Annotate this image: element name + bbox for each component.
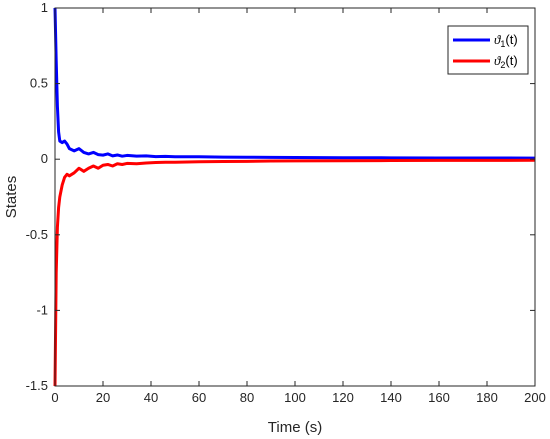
series-line-1 <box>53 7 536 160</box>
x-tick-label: 80 <box>240 390 254 405</box>
x-tick-label: 140 <box>380 390 402 405</box>
x-tick-label: 160 <box>428 390 450 405</box>
x-tick-label: 0 <box>51 390 58 405</box>
y-tick-label: 1 <box>41 0 48 15</box>
series-line-2 <box>53 158 536 387</box>
y-tick-label: -1 <box>36 302 48 317</box>
series-layer <box>53 7 536 387</box>
y-tick-label: -1.5 <box>26 378 48 393</box>
y-tick-label: 0.5 <box>30 76 48 91</box>
legend-label-1: ϑ1(t) <box>494 32 518 49</box>
axis-ticks: 0 20 40 60 80 100 120 140 160 180 200 -1.5 -1 -0.5 0 0.… <box>26 0 546 405</box>
y-tick-label: 0 <box>41 151 48 166</box>
x-tick-label: 60 <box>192 390 206 405</box>
legend: ϑ1(t) ϑ2(t) <box>447 25 529 75</box>
y-axis-label: States <box>3 176 20 219</box>
x-tick-label: 100 <box>284 390 306 405</box>
x-tick-label: 180 <box>476 390 498 405</box>
legend-box <box>447 25 529 75</box>
x-tick-label: 120 <box>332 390 354 405</box>
x-tick-label: 40 <box>144 390 158 405</box>
y-tick-label: -0.5 <box>26 227 48 242</box>
x-tick-label: 200 <box>524 390 546 405</box>
legend-label-2: ϑ2(t) <box>494 53 518 70</box>
x-tick-label: 20 <box>96 390 110 405</box>
x-axis-label: Time (s) <box>268 419 322 436</box>
